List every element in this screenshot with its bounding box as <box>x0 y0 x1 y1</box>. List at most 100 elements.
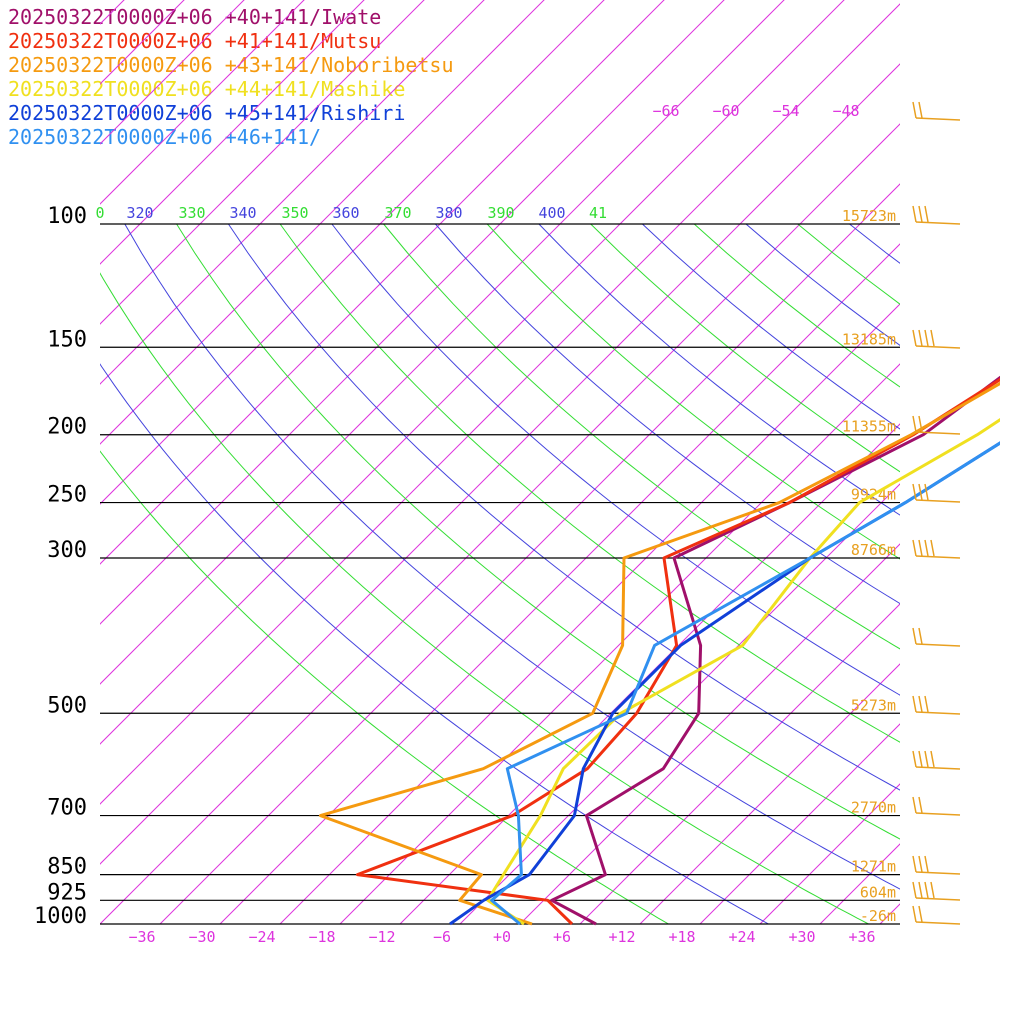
height-label: -26m <box>860 907 896 925</box>
dry-adiabat-line <box>227 223 900 791</box>
isotherm-label: −48 <box>832 102 859 120</box>
temperature-tick-label: +12 <box>608 928 635 946</box>
wind-barb-flag <box>924 855 929 873</box>
isotherm-line <box>279 303 900 925</box>
wind-barb-flag <box>912 855 917 873</box>
wind-barb-flag <box>930 750 935 768</box>
sounding-line-4 <box>486 418 1000 926</box>
height-label: 1271m <box>851 858 896 876</box>
isotherm-line <box>100 0 365 265</box>
wind-barb-flag <box>924 881 929 899</box>
isotherm-line <box>100 0 665 565</box>
isotherm-line <box>639 663 900 925</box>
dry-adiabat-line <box>383 223 900 650</box>
temperature-tick-label: −6 <box>433 928 451 946</box>
wind-barb-shaft <box>915 871 961 875</box>
isotherm-line <box>100 0 185 85</box>
height-label: 604m <box>860 883 896 901</box>
theta-label: 380 <box>435 204 462 222</box>
wind-barb-flag <box>912 796 917 814</box>
dry-adiabat-line <box>176 223 900 840</box>
legend: 20250322T0000Z+06 +40+141/Iwate 20250322T… <box>8 5 454 149</box>
wind-barb <box>912 415 961 435</box>
isotherm-line <box>100 0 785 685</box>
wind-barb-flag <box>918 483 923 501</box>
theta-label: 320 <box>126 204 153 222</box>
temperature-tick-label: +36 <box>848 928 875 946</box>
wind-barb <box>912 483 961 503</box>
isotherm-line <box>100 0 845 745</box>
wind-barb-shaft <box>915 345 961 349</box>
wind-barb <box>912 881 961 901</box>
wind-barb-shaft <box>915 711 961 715</box>
wind-barb-flag <box>912 101 917 119</box>
isotherm-line <box>100 0 545 445</box>
isotherm-label: −54 <box>772 102 799 120</box>
sounding-line-1 <box>550 375 1000 926</box>
wind-barb-shaft <box>915 766 961 770</box>
wind-barb-shaft <box>915 221 961 225</box>
wind-barb-flag <box>918 101 923 119</box>
wind-barb-shaft <box>915 812 961 816</box>
isotherm-line <box>399 423 900 925</box>
wind-barb-flag <box>918 905 923 923</box>
pressure-label: 150 <box>47 327 87 352</box>
temperature-tick-label: +24 <box>728 928 755 946</box>
wind-barb-flag <box>924 329 929 347</box>
wind-barb-flag <box>924 539 929 557</box>
wind-barb-flag <box>912 881 917 899</box>
wind-barb-flag <box>912 539 917 557</box>
dry-adiabat-line <box>797 223 900 305</box>
wind-barb-flag <box>930 881 935 899</box>
isotherm-label: −66 <box>652 102 679 120</box>
isotherm-line <box>459 483 900 925</box>
wind-barb <box>912 855 961 875</box>
isotherm-line <box>219 243 900 925</box>
isotherm-line <box>100 63 900 865</box>
temperature-tick-label: +18 <box>668 928 695 946</box>
isotherm-line <box>100 0 425 325</box>
isotherm-line <box>159 183 900 925</box>
wind-barb-flag <box>912 329 917 347</box>
isotherm-line <box>100 0 125 25</box>
dry-adiabat-line <box>279 223 900 743</box>
theta-label: 0 <box>95 204 104 222</box>
wind-barb-shaft <box>915 555 961 559</box>
wind-barb-flag <box>918 627 923 645</box>
temperature-tick-label: +6 <box>553 928 571 946</box>
pressure-label: 100 <box>47 204 87 229</box>
series-lines <box>318 375 1000 926</box>
wind-barb <box>912 101 961 121</box>
height-label: 11355m <box>842 418 896 436</box>
dry-adiabat-line <box>435 223 900 605</box>
isotherm-line <box>579 603 900 925</box>
wind-barb <box>912 627 961 647</box>
wind-barb-flag <box>912 205 917 223</box>
temperature-tick-label: −18 <box>308 928 335 946</box>
wind-barb-flag <box>918 796 923 814</box>
theta-label: 350 <box>281 204 308 222</box>
wind-barb-shaft <box>915 499 961 503</box>
temperature-tick-label: −12 <box>368 928 395 946</box>
temperature-tick-label: +0 <box>493 928 511 946</box>
sounding-line-6 <box>490 441 1000 926</box>
isotherm-line <box>100 0 725 625</box>
height-label: 5273m <box>851 696 896 714</box>
wind-barb <box>912 539 961 559</box>
sounding-line-5 <box>449 441 1000 926</box>
wind-barb-flag <box>930 539 935 557</box>
wind-barb-flag <box>924 483 929 501</box>
wind-barb <box>912 205 961 225</box>
wind-barb <box>912 796 961 816</box>
legend-entry: 20250322T0000Z+06 +45+141/Rishiri <box>8 101 405 125</box>
height-label: 2770m <box>851 799 896 817</box>
wind-barb-flag <box>912 483 917 501</box>
temperature-tick-label: +30 <box>788 928 815 946</box>
isotherm-line <box>519 543 900 925</box>
wind-barb-shaft <box>915 643 961 647</box>
temperature-tick-label: −30 <box>188 928 215 946</box>
dry-adiabat-line <box>590 223 900 473</box>
wind-barb-flag <box>918 695 923 713</box>
wind-barb-shaft <box>915 117 961 121</box>
wind-barb-flag <box>924 695 929 713</box>
